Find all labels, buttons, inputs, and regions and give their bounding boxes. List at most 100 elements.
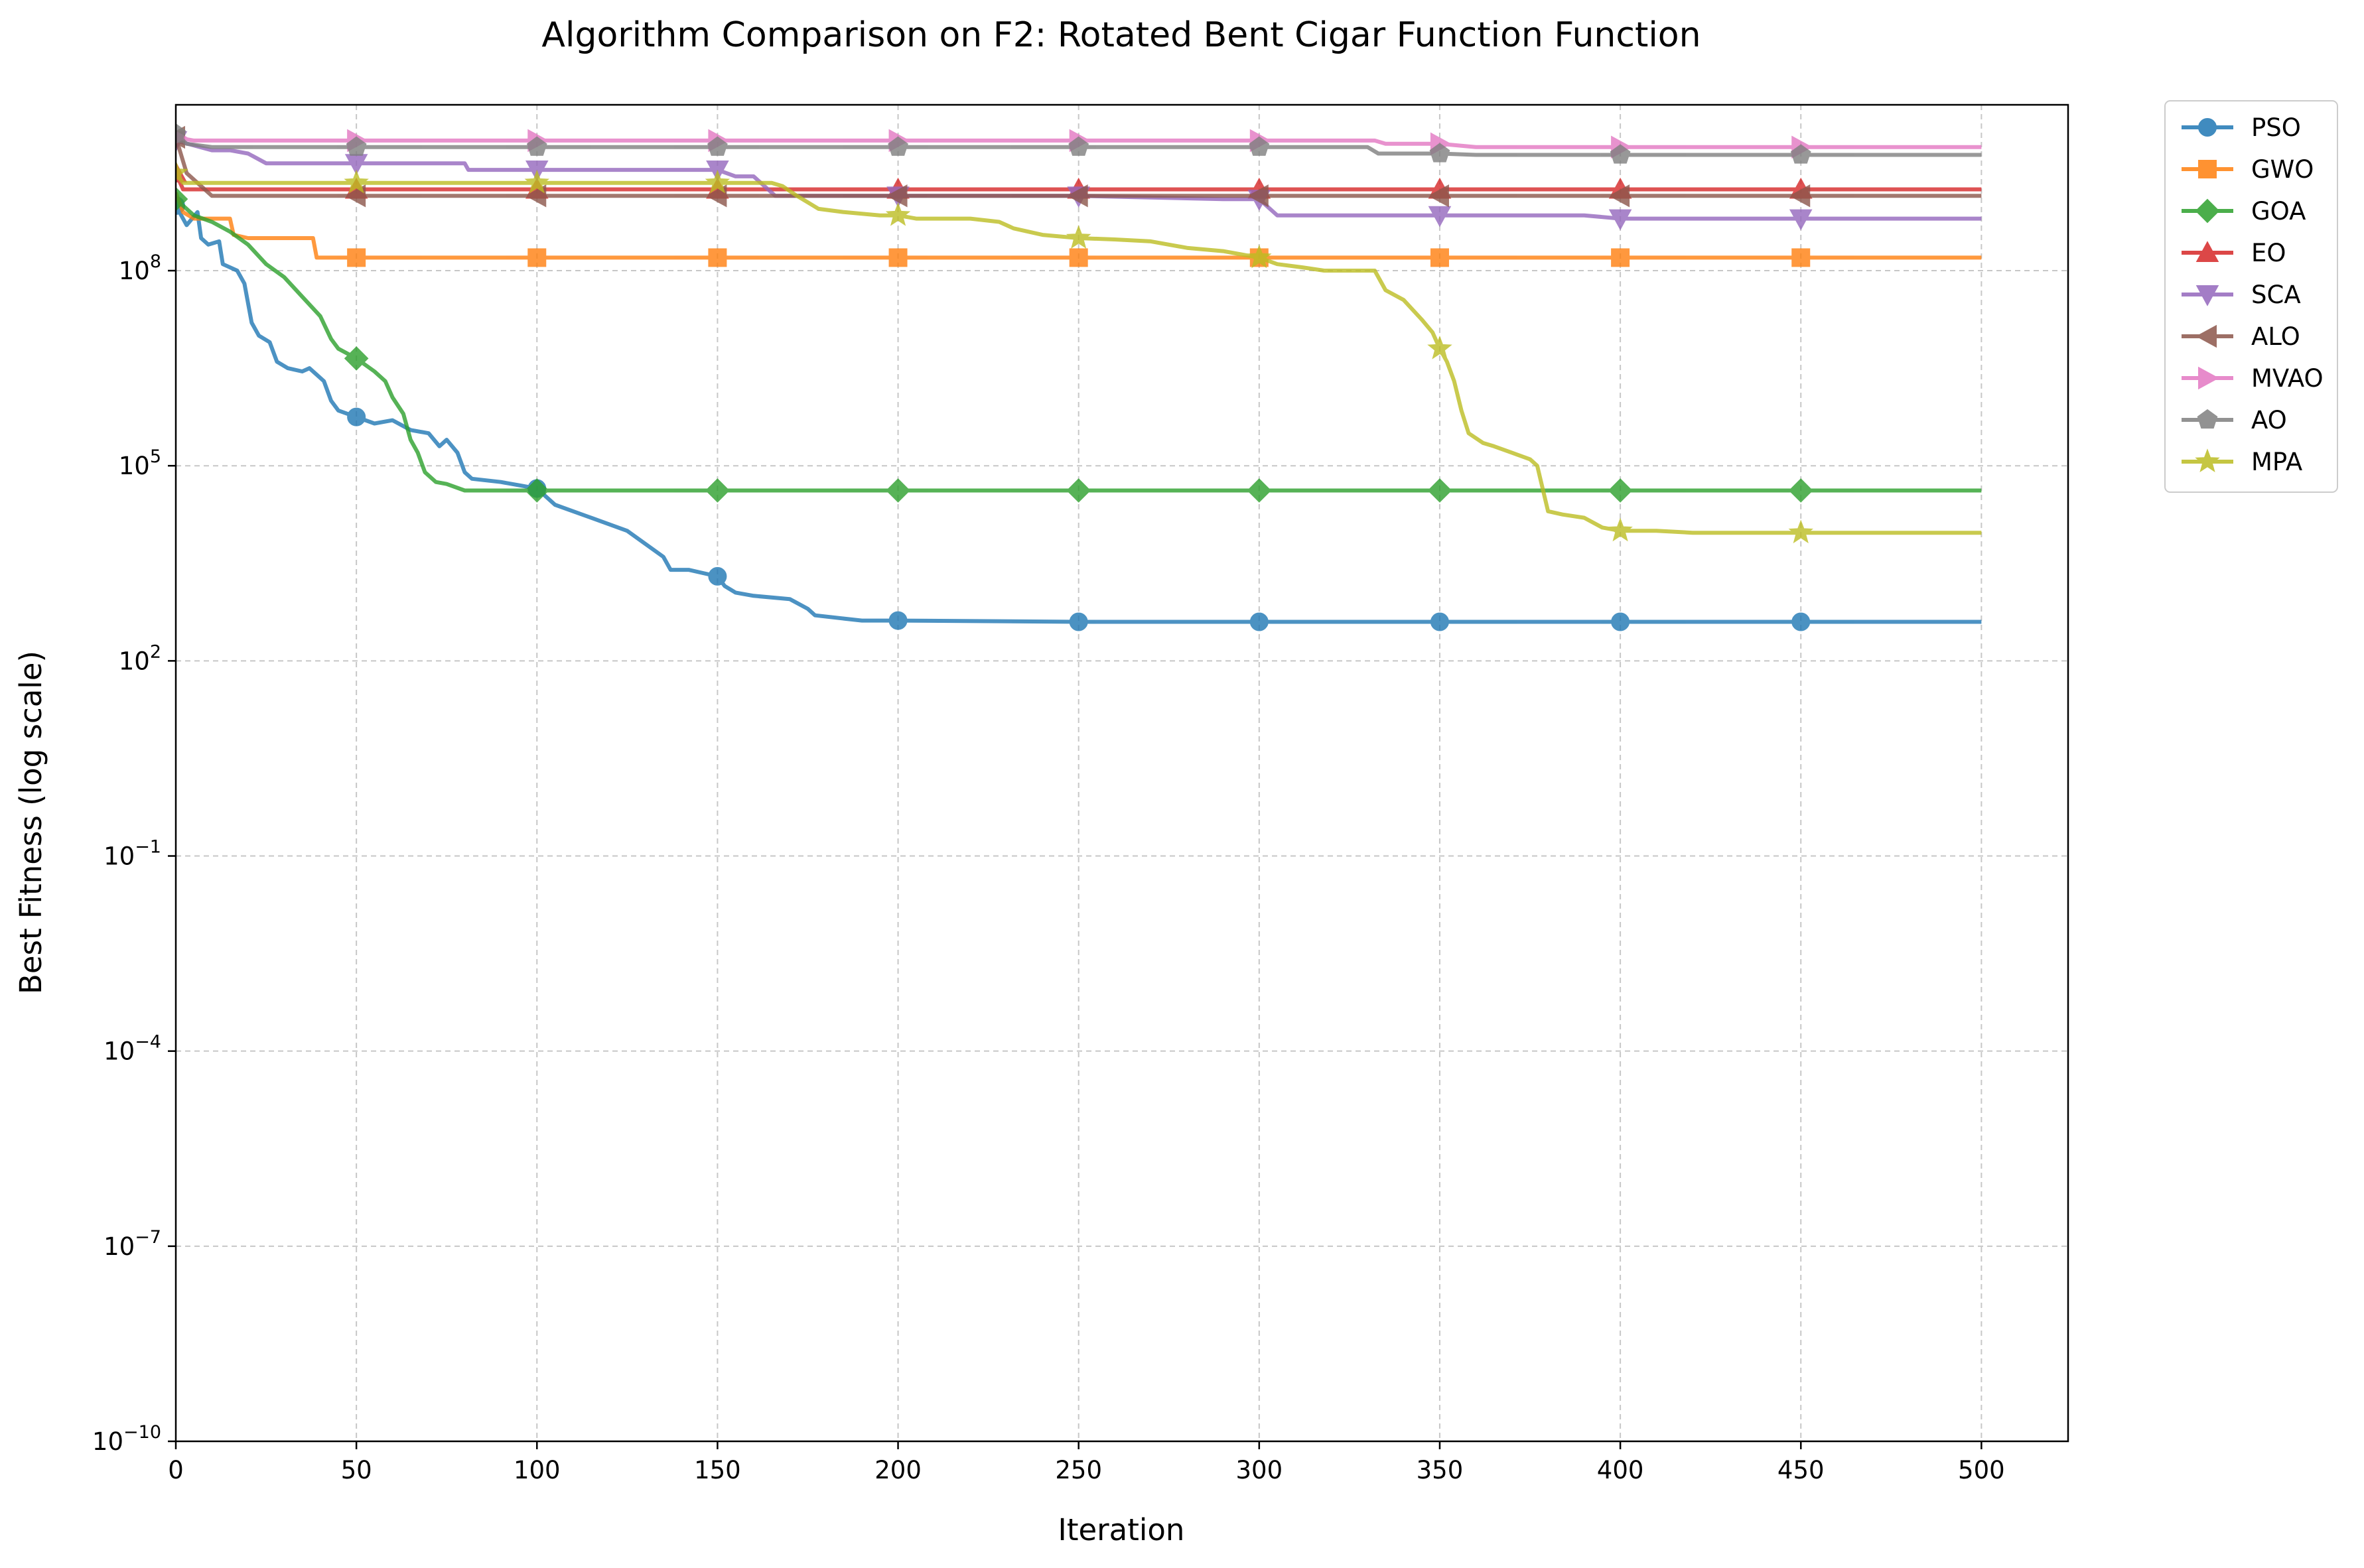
series-marker-gwo (1069, 248, 1088, 267)
y-tick-label: 10−10 (92, 1422, 161, 1456)
legend-marker (2198, 366, 2219, 390)
x-tick-label: 0 (168, 1456, 184, 1484)
x-ticks: 0 50 100 150 200 250 300 350 400 450 500 (168, 1441, 2005, 1484)
series-line-pso (176, 204, 1982, 624)
y-tick-label: 10−4 (104, 1032, 161, 1066)
x-tick-label: 200 (874, 1456, 922, 1484)
series-marker-gwo (1430, 248, 1449, 267)
x-tick-label: 400 (1597, 1456, 1644, 1484)
series-marker-pso (1791, 612, 1811, 631)
series-marker-mpa (344, 169, 369, 194)
legend-label: ALO (2251, 322, 2300, 351)
legend-item-gwo (2182, 160, 2233, 178)
legend-marker (2195, 324, 2217, 348)
x-axis-label: Iteration (1058, 1512, 1185, 1547)
legend-marker (2195, 448, 2220, 472)
x-tick-label: 150 (694, 1456, 741, 1484)
series-marker-pso (1611, 612, 1630, 631)
series-marker-goa (1066, 478, 1091, 503)
series-marker-mpa (705, 169, 730, 194)
legend-marker (2198, 118, 2217, 137)
x-tick-label: 450 (1777, 1456, 1825, 1484)
series-marker-mpa (1066, 225, 1091, 249)
legend-label: PSO (2251, 113, 2301, 142)
y-tick-label: 10−1 (104, 837, 161, 871)
series-marker-gwo (1611, 248, 1630, 267)
legend-item-sca (2182, 285, 2233, 306)
legend-item-mpa (2182, 448, 2233, 472)
series-marker-ao (888, 136, 908, 156)
series-marker-mpa (1608, 517, 1633, 542)
x-tick-label: 350 (1417, 1456, 1464, 1484)
series-marker-ao (1068, 136, 1089, 156)
legend-item-eo (2182, 241, 2233, 262)
series-marker-goa (344, 346, 369, 371)
legend-item-mvao (2182, 366, 2233, 390)
series-marker-gwo (708, 248, 727, 267)
series-marker-goa (1427, 478, 1452, 503)
series-marker-ao (346, 136, 367, 156)
legend-label: AO (2251, 406, 2287, 434)
series-marker-pso (1430, 612, 1449, 631)
x-tick-label: 300 (1236, 1456, 1283, 1484)
series-pso (176, 196, 1982, 631)
series-marker-pso (888, 611, 908, 630)
legend-label: GWO (2251, 155, 2314, 184)
series-marker-ao (1610, 144, 1631, 164)
series-marker-ao (1790, 144, 1811, 164)
series-marker-pso (1249, 612, 1269, 631)
legend-marker (2195, 285, 2219, 306)
series-marker-goa (524, 478, 549, 503)
series-marker-mpa (1788, 519, 1813, 544)
series-marker-pso (708, 566, 727, 586)
series-line-mpa (176, 172, 1982, 535)
series-marker-alo (886, 184, 908, 208)
legend-label: MPA (2251, 448, 2302, 476)
series-marker-alo (1247, 184, 1269, 208)
series-marker-ao (176, 123, 186, 143)
x-tick-label: 250 (1055, 1456, 1102, 1484)
legend-label: GOA (2251, 197, 2306, 226)
series-marker-alo (1066, 184, 1088, 208)
legend-item-alo (2182, 324, 2233, 348)
series-marker-goa (1788, 478, 1813, 503)
series-marker-mpa (1247, 244, 1272, 269)
series-marker-gwo (1791, 248, 1811, 267)
series-marker-alo (1428, 184, 1449, 208)
series-marker-gwo (347, 248, 366, 267)
axes-frame (174, 103, 2069, 1443)
legend-item-pso (2182, 118, 2233, 137)
legend-marker (2195, 241, 2219, 262)
legend-label: SCA (2251, 281, 2301, 309)
legend-item-ao (2182, 409, 2233, 429)
legend-marker (2198, 160, 2217, 178)
series-mpa (176, 160, 1982, 544)
y-tick-label: 10−7 (104, 1227, 161, 1261)
legend-marker (2197, 409, 2218, 429)
x-tick-label: 50 (341, 1456, 372, 1484)
series-marker-sca (1428, 206, 1452, 228)
series-layer (176, 123, 1982, 631)
series-marker-goa (886, 478, 910, 503)
x-tick-label: 500 (1958, 1456, 2005, 1484)
legend-label: MVAO (2251, 364, 2324, 393)
chart-title: Algorithm Comparison on F2: Rotated Bent… (541, 15, 1701, 55)
series-marker-pso (1069, 612, 1088, 631)
legend-box (2164, 100, 2338, 493)
series-marker-ao (526, 136, 547, 156)
series-marker-ao (1249, 136, 1270, 156)
legend-marker (2195, 198, 2220, 224)
legend-item-goa (2182, 198, 2233, 224)
series-marker-ao (707, 136, 728, 156)
y-tick-label: 105 (119, 446, 161, 480)
legend: PSO GWO GOA EO SCA ALO MVAO AO MPA (2164, 100, 2338, 493)
series-marker-alo (1608, 184, 1630, 208)
y-ticks: 10−10 10−7 10−4 10−1 102 105 108 (92, 251, 176, 1456)
series-line-goa (176, 197, 1982, 493)
series-marker-goa (705, 478, 730, 503)
series-marker-mpa (1427, 335, 1452, 359)
series-marker-goa (1608, 478, 1633, 503)
series-line-sca (176, 139, 1982, 221)
